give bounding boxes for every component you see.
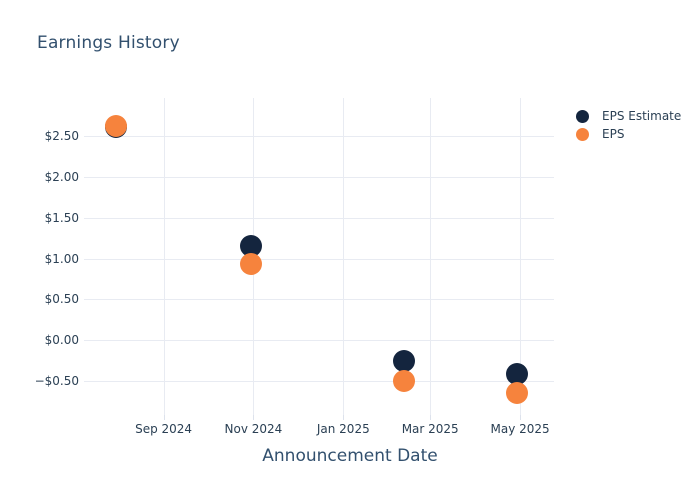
x-tick-label: May 2025 — [490, 422, 550, 436]
point-eps[interactable] — [392, 369, 415, 392]
y-gridline — [84, 380, 554, 382]
y-gridline — [84, 299, 554, 301]
legend-item-eps[interactable]: EPS — [576, 125, 681, 143]
chart-title: Earnings History — [37, 33, 180, 53]
legend-item-eps-estimate[interactable]: EPS Estimate — [576, 107, 681, 125]
y-tick-label: −$0.50 — [34, 373, 79, 388]
x-tick-mark — [430, 415, 432, 420]
x-axis-title: Announcement Date — [262, 446, 438, 466]
legend-label: EPS Estimate — [602, 109, 682, 123]
legend-label: EPS — [602, 127, 625, 141]
y-gridline — [84, 136, 554, 138]
x-tick-mark — [253, 415, 255, 420]
x-tick-mark — [520, 415, 522, 420]
y-gridline — [84, 258, 554, 260]
y-tick-label: $0.00 — [44, 333, 79, 347]
y-gridline — [84, 177, 554, 178]
x-tick-label: Nov 2024 — [224, 422, 283, 436]
x-tick-label: Mar 2025 — [401, 422, 459, 436]
legend-marker-icon — [576, 109, 589, 123]
point-eps-estimate[interactable] — [392, 350, 415, 373]
x-tick-label: Sep 2024 — [135, 422, 193, 436]
x-gridline — [163, 98, 165, 415]
y-tick-label: $1.50 — [44, 210, 79, 225]
x-gridline — [430, 98, 432, 415]
point-eps[interactable] — [239, 253, 262, 276]
x-tick-label: Jan 2025 — [316, 422, 370, 436]
y-gridline — [84, 340, 554, 341]
point-eps[interactable] — [506, 382, 529, 404]
y-tick-label: $2.00 — [44, 170, 79, 184]
y-tick-label: $2.50 — [44, 129, 79, 144]
point-eps[interactable] — [105, 114, 128, 137]
x-tick-mark — [163, 415, 165, 420]
x-tick-mark — [343, 415, 345, 420]
point-eps-estimate[interactable] — [239, 234, 262, 257]
point-eps-estimate[interactable] — [506, 363, 529, 386]
x-gridline — [520, 98, 522, 415]
x-gridline — [343, 98, 345, 415]
y-gridline — [84, 217, 554, 219]
legend: EPS Estimate EPS — [576, 107, 681, 143]
y-tick-label: $0.50 — [44, 292, 79, 307]
legend-marker-icon — [576, 127, 589, 141]
y-tick-label: $1.00 — [44, 251, 79, 266]
